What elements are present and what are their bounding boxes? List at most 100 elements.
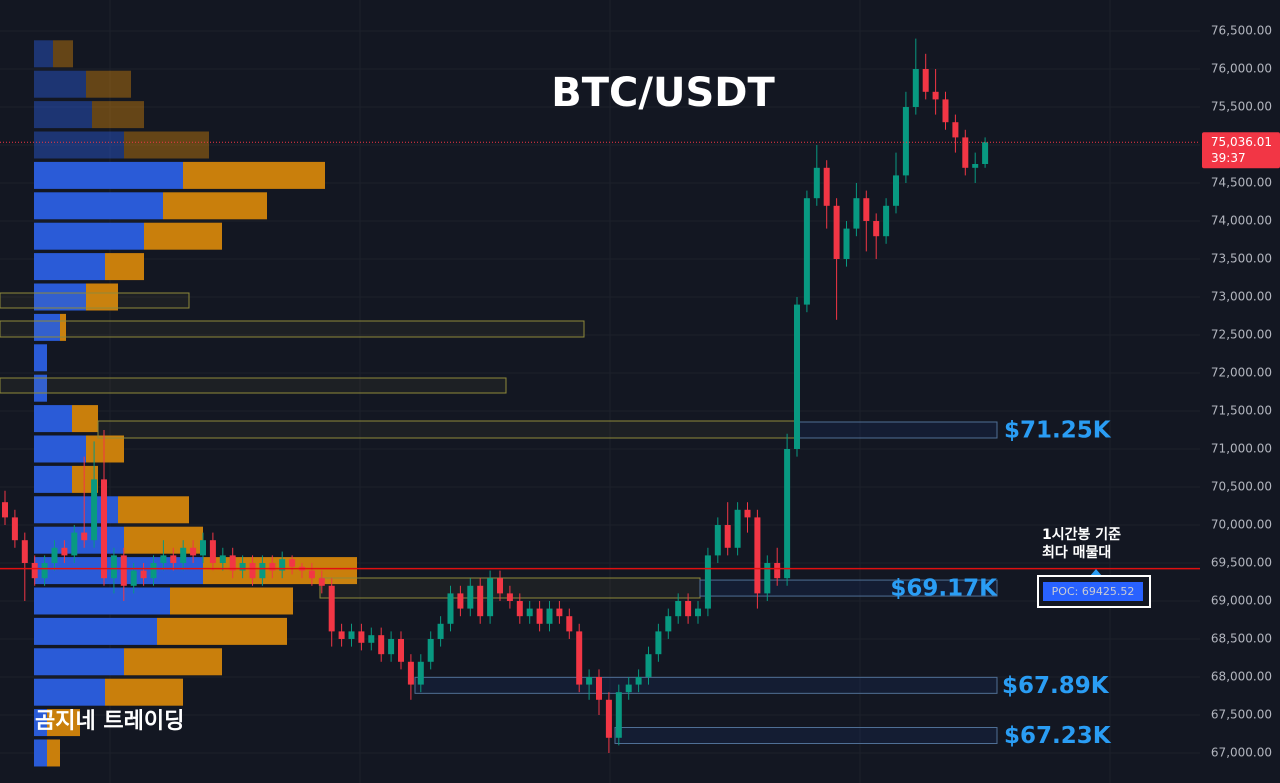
candle-body: [982, 142, 989, 165]
candle-body: [497, 578, 503, 594]
profile-sell: [105, 253, 144, 281]
volume-profile: [34, 40, 357, 767]
profile-buy: [34, 192, 163, 220]
profile-sell: [86, 435, 124, 463]
y-tick-label: 76,000.00: [1211, 62, 1272, 76]
candle-body: [764, 562, 771, 594]
candle-body: [675, 600, 682, 617]
candle-body: [665, 616, 672, 632]
profile-buy: [34, 465, 72, 493]
candle-body: [358, 631, 365, 643]
profile-buy: [34, 70, 86, 98]
candle-body: [11, 517, 18, 541]
candle-body: [615, 692, 622, 738]
candle-body: [724, 524, 731, 548]
candle-body: [308, 570, 315, 579]
candle-body: [625, 684, 632, 693]
candle-body: [794, 304, 800, 449]
candle-body: [417, 661, 424, 685]
profile-buy: [34, 313, 60, 341]
candle-body: [962, 137, 969, 168]
candle-body: [754, 517, 761, 594]
candle-body: [893, 175, 899, 206]
candle-body: [289, 559, 296, 567]
profile-buy: [34, 161, 183, 189]
candle-body: [952, 122, 959, 138]
candle-body: [338, 631, 345, 639]
y-tick-label: 74,000.00: [1211, 214, 1272, 228]
candle-body: [932, 91, 939, 100]
candle-body: [803, 198, 810, 305]
profile-buy: [34, 587, 170, 615]
profile-sell: [163, 192, 267, 220]
candle-body: [695, 608, 701, 617]
y-tick-label: 71,500.00: [1211, 403, 1272, 417]
y-tick-label: 74,500.00: [1211, 176, 1272, 190]
chart-title: BTC/USDT: [551, 70, 775, 116]
profile-sell: [118, 496, 189, 524]
profile-sell: [86, 70, 131, 98]
candle-body: [784, 448, 791, 579]
candle-body: [437, 623, 444, 639]
candle-body: [912, 69, 919, 108]
profile-buy: [34, 739, 47, 767]
y-tick-label: 72,500.00: [1211, 327, 1272, 341]
candle-body: [744, 509, 751, 518]
watermark: 곰지네 트레이딩: [35, 709, 184, 734]
zone-box: [0, 320, 585, 338]
zone-box: [97, 420, 796, 439]
candle-body: [31, 562, 38, 579]
profile-sell: [170, 587, 293, 615]
profile-buy: [34, 557, 203, 585]
y-tick-label: 73,000.00: [1211, 289, 1272, 303]
candle-body: [813, 167, 820, 199]
profile-sell: [183, 161, 325, 189]
candle-body: [229, 555, 236, 571]
profile-sell: [60, 313, 66, 341]
candle-body: [774, 562, 781, 579]
level-box: [414, 676, 998, 694]
candle-body: [447, 593, 454, 624]
candle-body: [180, 547, 187, 563]
profile-buy: [34, 283, 86, 311]
candle-body: [714, 524, 721, 556]
level-label: $67.89K: [1002, 673, 1110, 699]
profile-buy: [34, 435, 86, 463]
candle-body: [843, 228, 850, 259]
profile-buy: [34, 101, 92, 129]
candle-body: [200, 540, 206, 556]
candle-body: [902, 107, 909, 176]
candle-body: [249, 562, 256, 579]
poc-note: 1시간봉 기준: [1042, 526, 1121, 543]
zone-box: [0, 292, 190, 309]
candle-body: [51, 547, 58, 563]
candle-body: [21, 540, 28, 563]
candle-body: [140, 570, 147, 579]
candle-body: [833, 205, 840, 259]
profile-buy: [34, 526, 124, 554]
candle-body: [120, 555, 127, 586]
candle-body: [407, 661, 414, 685]
countdown-label: 39:37: [1211, 151, 1246, 165]
level-label: $71.25K: [1004, 417, 1112, 443]
candle-body: [41, 562, 48, 579]
candle-body: [160, 555, 167, 563]
candle-body: [586, 676, 593, 685]
y-tick-label: 76,500.00: [1211, 24, 1272, 38]
candle-body: [863, 198, 870, 222]
level-box: [699, 579, 998, 597]
candle-body: [734, 509, 741, 548]
y-tick-label: 69,000.00: [1211, 593, 1272, 607]
candle-body: [566, 616, 573, 632]
candle-body: [150, 562, 157, 579]
y-tick-label: 68,000.00: [1211, 669, 1272, 683]
profile-sell: [124, 131, 209, 159]
candle-body: [209, 540, 216, 563]
y-tick-label: 67,500.00: [1211, 707, 1272, 721]
profile-sell: [47, 739, 60, 767]
candle-body: [348, 631, 355, 639]
candle-body: [477, 585, 484, 617]
candle-body: [110, 555, 117, 579]
level-box: [794, 421, 998, 439]
